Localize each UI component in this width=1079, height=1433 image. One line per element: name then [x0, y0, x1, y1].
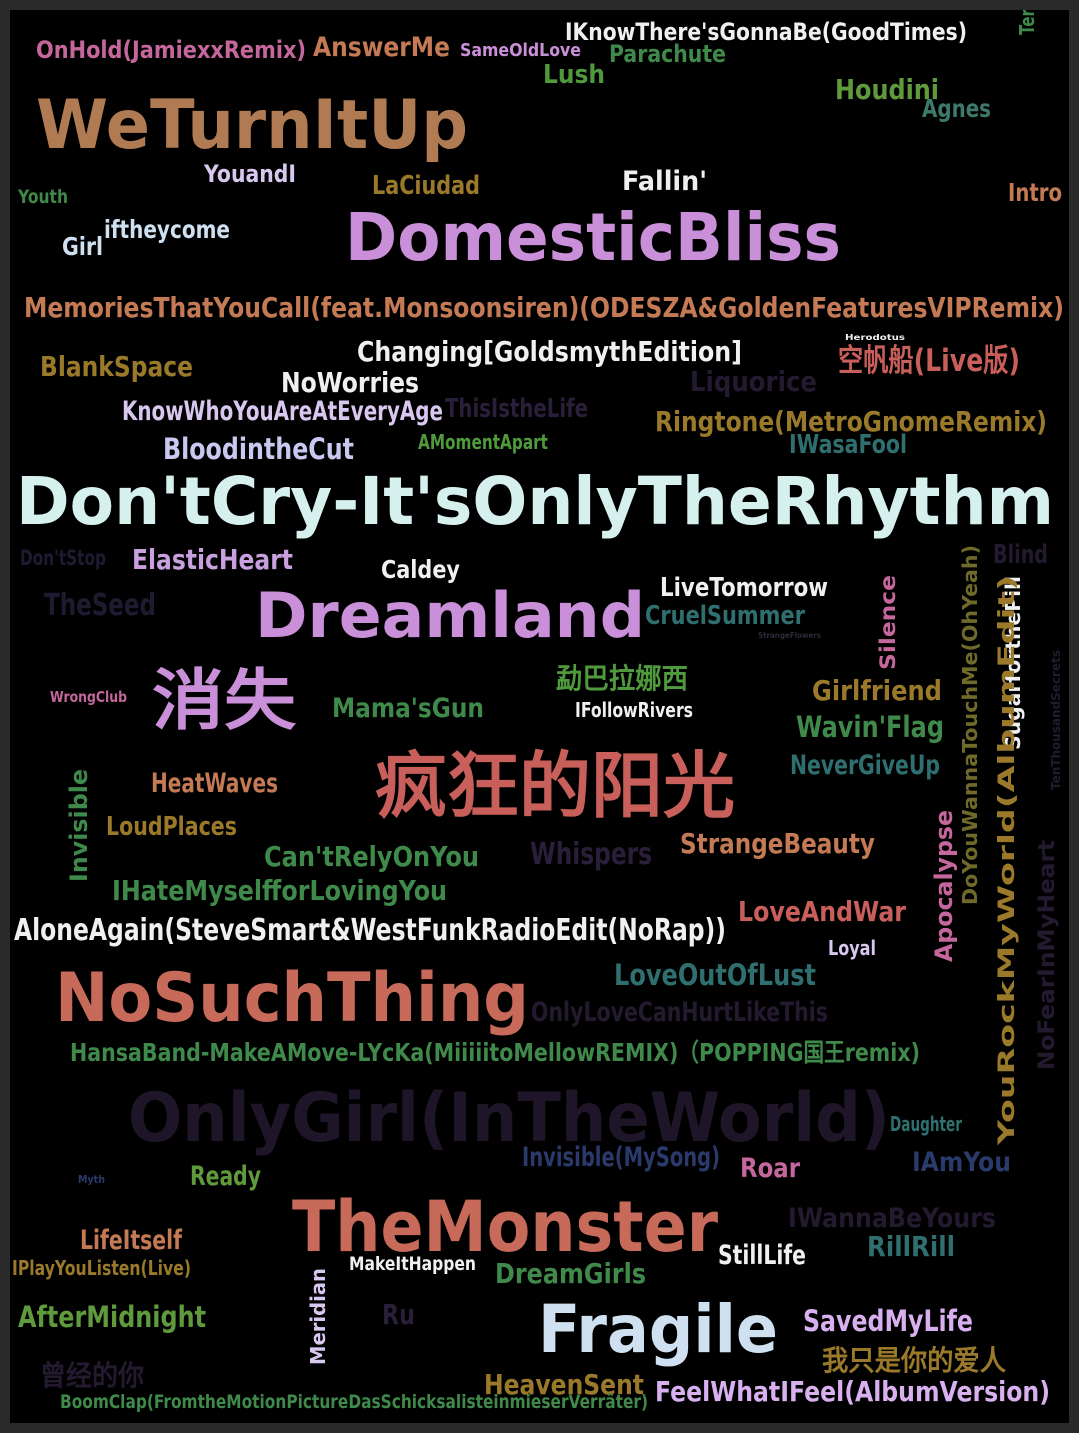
word-80: LifeItself [80, 1225, 182, 1256]
word-61: YouRockMyWorld(AlbumEdit) [995, 575, 1020, 1145]
word-9: WeTurnItUp [36, 86, 468, 165]
word-15: Girl [62, 232, 103, 261]
word-51: TenThousandSecrets [1049, 650, 1063, 790]
word-86: AfterMidnight [18, 1300, 206, 1334]
word-94: BoomClap(FromtheMotionPictureDasSchicksa… [60, 1391, 648, 1413]
word-68: LoveOutOfLust [614, 958, 816, 992]
word-42: DoYouWannaTouchMe(OhYeah) [958, 545, 982, 905]
word-60: Apocalypse [930, 810, 958, 962]
word-82: MakeItHappen [349, 1253, 476, 1275]
word-24: Liquorice [690, 365, 817, 398]
word-10: YouandI [204, 160, 296, 188]
word-41: Silence [876, 575, 900, 670]
word-93: HeavenSent [484, 1368, 644, 1401]
word-76: Ready [190, 1161, 261, 1192]
word-72: Daughter [890, 1112, 962, 1136]
word-47: Girlfriend [812, 674, 942, 707]
word-13: Youth [18, 186, 68, 208]
word-56: LoudPlaces [106, 812, 237, 842]
word-27: Ringtone(MetroGnomeRemix) [655, 405, 1047, 438]
word-83: StillLife [718, 1240, 806, 1271]
word-37: Dreamland [255, 579, 645, 652]
word-90: SavedMyLife [803, 1304, 973, 1338]
word-69: OnlyLoveCanHurtLikeThis [531, 997, 828, 1028]
word-cloud: OnHold(JamiexxRemix) AnswerMe SameOldLove I… [10, 10, 1069, 1423]
word-71: OnlyGirl(InTheWorld) [128, 1079, 890, 1158]
word-23: NoWorries [281, 366, 419, 399]
word-18: MemoriesThatYouCall(feat.Monsoonsiren)(O… [24, 291, 1064, 324]
word-64: AloneAgain(SteveSmart&WestFunkRadioEdit(… [14, 913, 726, 948]
word-95: FeelWhatIFeel(AlbumVersion) [655, 1375, 1050, 1408]
word-59: StrangeBeauty [680, 827, 875, 860]
word-17: DomesticBliss [345, 199, 841, 276]
word-40: StrangeFlowers [758, 631, 821, 640]
word-53: NeverGiveUp [790, 750, 940, 781]
word-58: Whispers [530, 837, 652, 872]
word-87: Meridian [306, 1268, 330, 1365]
word-8: Agnes [922, 94, 991, 123]
word-38: LiveTomorrow [660, 573, 828, 603]
word-1: AnswerMe [313, 32, 450, 63]
word-91: 曾经的你 [40, 1359, 144, 1392]
word-3: IKnowThere'sGonnaBe(GoodTimes) [565, 18, 967, 46]
word-30: IWasaFool [789, 430, 907, 460]
word-63: IHateMyselfforLovingYou [112, 874, 447, 907]
word-70: HansaBand-MakeAMove-LYcKa(MiiiiitoMellow… [70, 1038, 920, 1067]
word-2: SameOldLove [460, 40, 581, 61]
word-29: AMomentApart [418, 430, 548, 454]
word-33: ElasticHeart [132, 543, 293, 576]
word-46: 勐巴拉娜西 [556, 662, 688, 695]
word-78: TheMonster [292, 1186, 718, 1268]
word-52: 疯狂的阳光 [375, 744, 735, 828]
word-44: WrongClub [50, 688, 127, 706]
word-75: IAmYou [912, 1147, 1011, 1178]
word-88: Ru [382, 1298, 415, 1331]
word-31: Don'tCry-It'sOnlyTheRhythm [16, 463, 1054, 540]
word-65: LoveAndWar [738, 895, 906, 928]
word-0: OnHold(JamiexxRemix) [36, 36, 306, 64]
word-57: Can'tRelyOnYou [264, 840, 479, 873]
word-32: Don'tStop [20, 546, 106, 570]
word-85: DreamGirls [495, 1257, 646, 1290]
word-36: TheSeed [44, 588, 156, 623]
word-5: Lush [543, 60, 605, 90]
word-39: CruelSummer [645, 601, 805, 631]
word-35: Blind [993, 540, 1048, 570]
word-48: Mama'sGun [332, 693, 484, 724]
word-12: Fallin' [622, 166, 707, 197]
word-11: LaCiudad [372, 171, 480, 201]
word-20: Changing[GoldsmythEdition] [357, 335, 742, 368]
word-14: Intro [1008, 178, 1062, 207]
word-89: Fragile [538, 1291, 778, 1368]
word-4: Parachute [609, 40, 726, 68]
word-73: Invisible(MySong) [522, 1142, 720, 1173]
word-92: 我只是你的爱人 [822, 1344, 1006, 1377]
word-77: Myth [78, 1173, 105, 1186]
word-81: IPlayYouListen(Live) [12, 1256, 191, 1280]
word-84: RillRill [867, 1230, 955, 1263]
word-25: KnowWhoYouAreAtEveryAge [122, 396, 443, 427]
word-22: 空帆船(Live版) [838, 343, 1020, 379]
word-62: NoFearInMyHeart [1035, 840, 1060, 1070]
word-49: IFollowRivers [575, 698, 693, 722]
word-54: Invisible [65, 769, 93, 882]
word-26: ThisIstheLife [445, 394, 588, 424]
word-34: Caldey [381, 555, 460, 584]
word-21: Herodotus [845, 333, 905, 342]
word-28: BloodintheCut [163, 432, 354, 466]
word-6: TerraIncognita [1015, 10, 1039, 35]
word-19: BlankSpace [40, 350, 193, 383]
word-7: Houdini [835, 73, 939, 106]
word-16: iftheycome [104, 215, 230, 244]
word-67: NoSuchThing [55, 959, 529, 1038]
word-66: Loyal [828, 936, 876, 960]
word-50: Wavin'Flag [796, 710, 944, 744]
word-55: HeatWaves [151, 768, 278, 799]
word-74: Roar [740, 1153, 800, 1184]
word-79: IWannaBeYours [788, 1203, 996, 1234]
word-45: 消失 [152, 662, 296, 739]
